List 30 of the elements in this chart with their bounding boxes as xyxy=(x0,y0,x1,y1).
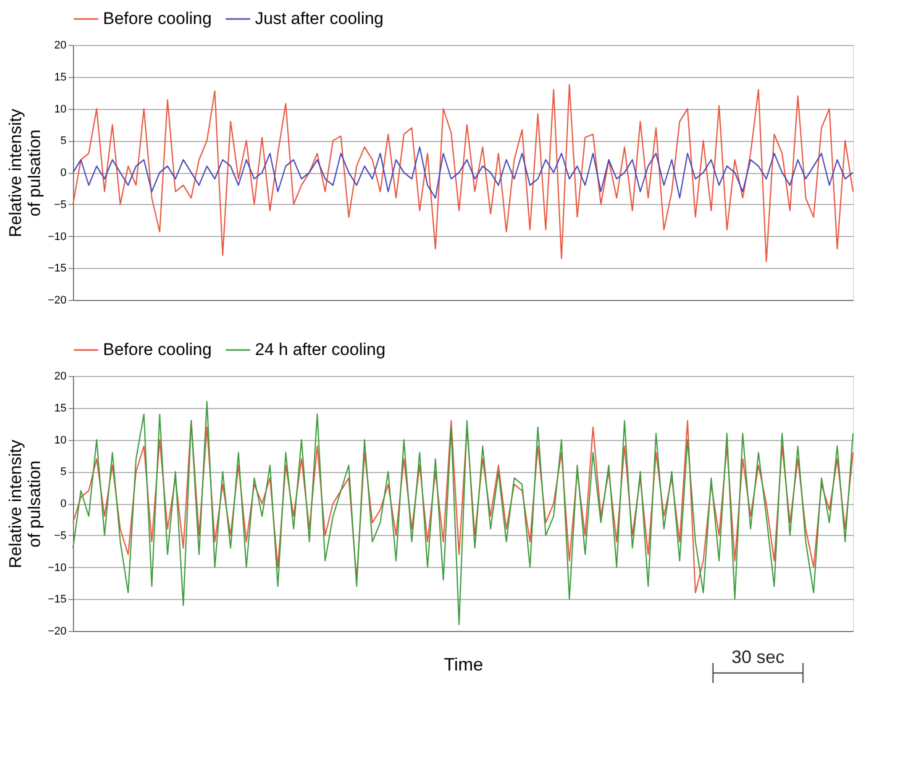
line-series xyxy=(72,400,854,626)
y-tick-label: 0 xyxy=(60,167,66,179)
legend-label: Before cooling xyxy=(103,340,212,359)
y-tick-label: −5 xyxy=(54,530,66,542)
y-tick-label: 5 xyxy=(60,466,66,478)
y-tick-label: 15 xyxy=(54,71,66,84)
y-tick-label: 20 xyxy=(54,40,66,52)
legend-label: Just after cooling xyxy=(255,9,384,28)
y-axis-title: Relative intensity of pulsation xyxy=(6,439,44,568)
text: 30 sec xyxy=(731,647,785,667)
y-tick-label: 15 xyxy=(54,402,66,414)
line-series xyxy=(72,420,854,594)
y-tick-label: 10 xyxy=(54,103,66,116)
y-tick-label: −15 xyxy=(48,262,66,275)
line-series xyxy=(72,146,854,199)
y-tick-label: −10 xyxy=(48,562,66,574)
y-tick-label: −10 xyxy=(48,230,66,243)
y-tick-label: 10 xyxy=(54,434,66,446)
y-tick-label: −20 xyxy=(48,294,66,306)
legend-label: Before cooling xyxy=(103,9,212,28)
legend-label: 24 h after cooling xyxy=(255,340,386,359)
y-tick-label: 5 xyxy=(60,135,66,148)
y-tick-label: −20 xyxy=(48,626,66,638)
line-series xyxy=(72,84,854,262)
x-axis-title: Time xyxy=(444,654,484,674)
y-tick-label: 0 xyxy=(60,498,66,510)
y-tick-label: −15 xyxy=(48,594,66,606)
y-tick-label: −5 xyxy=(54,198,66,211)
y-axis-title: Relative intensity of pulsation xyxy=(6,108,44,238)
y-tick-label: 20 xyxy=(54,370,66,382)
